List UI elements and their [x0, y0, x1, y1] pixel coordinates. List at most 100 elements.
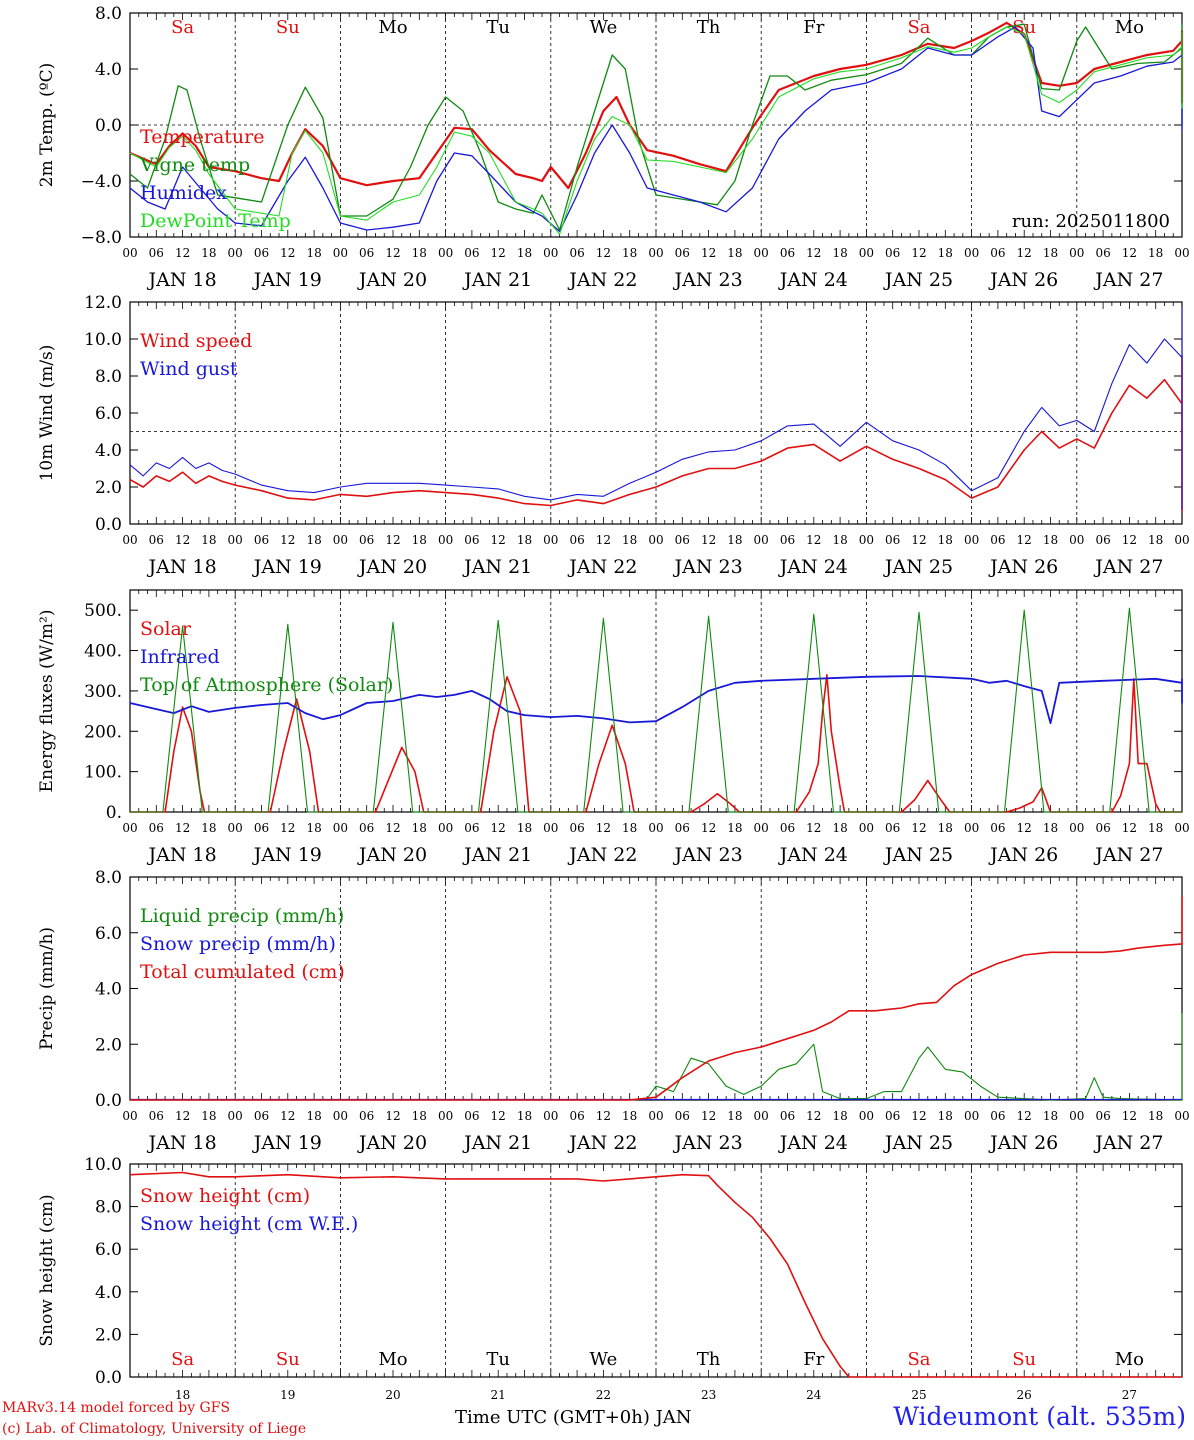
hour-tick-label: 00	[1174, 533, 1189, 547]
day-number-label: 24	[806, 1388, 822, 1400]
hour-tick-label: 06	[990, 246, 1005, 260]
hour-tick-label: 00	[964, 533, 979, 547]
hour-tick-label: 18	[306, 821, 321, 835]
lab-credit: (c) Lab. of Climatology, University of L…	[2, 1421, 307, 1437]
temperature-legend-humidex: Humidex	[140, 182, 227, 204]
wind-ytick-label: 10.0	[84, 330, 122, 350]
hour-tick-label: 18	[201, 1109, 216, 1123]
time-axis-label: Time UTC (GMT+0h) JAN	[455, 1407, 692, 1428]
precip-ytick-label: 2.0	[95, 1035, 122, 1055]
date-label: JAN 19	[252, 269, 322, 291]
hour-tick-label: 06	[254, 246, 269, 260]
hour-tick-label: 06	[675, 821, 690, 835]
hour-tick-label: 12	[385, 821, 400, 835]
temperature-ylabel: 2m Temp. (ºC)	[37, 63, 57, 188]
weekday-label: We	[590, 17, 618, 38]
precip-ytick-label: 8.0	[95, 868, 122, 888]
precip-series-liquid-precip-mm-h-	[130, 1013, 1183, 1101]
hour-tick-label: 18	[832, 246, 847, 260]
hour-tick-label: 06	[149, 1109, 164, 1123]
date-label: JAN 21	[462, 1132, 532, 1154]
hour-tick-label: 06	[780, 821, 795, 835]
hour-tick-label: 18	[412, 246, 427, 260]
hour-tick-label: 00	[438, 1109, 453, 1123]
hour-tick-label: 18	[201, 246, 216, 260]
date-label: JAN 21	[462, 844, 532, 866]
hour-tick-label: 18	[938, 246, 953, 260]
date-label: JAN 21	[462, 556, 532, 578]
hour-tick-label: 12	[175, 246, 190, 260]
hour-tick-label: 12	[175, 821, 190, 835]
hour-tick-label: 06	[149, 246, 164, 260]
wind-ytick-label: 0.0	[95, 515, 122, 535]
hour-tick-label: 06	[569, 533, 584, 547]
hour-tick-label: 06	[885, 533, 900, 547]
date-label: JAN 22	[567, 269, 637, 291]
energy-series-top-of-atmosphere-solar-	[130, 607, 1182, 813]
hour-tick-label: 12	[806, 246, 821, 260]
day-number-label: 27	[1122, 1388, 1137, 1400]
hour-tick-label: 06	[254, 1109, 269, 1123]
hour-tick-label: 12	[1017, 1109, 1032, 1123]
hour-tick-label: 00	[438, 246, 453, 260]
hour-tick-label: 06	[359, 246, 374, 260]
hour-tick-label: 06	[464, 821, 479, 835]
hour-tick-label: 06	[990, 1109, 1005, 1123]
date-label: JAN 24	[778, 556, 848, 578]
hour-tick-label: 12	[1122, 1109, 1137, 1123]
snow-legend-snow-height-cm-: Snow height (cm)	[140, 1185, 310, 1207]
hour-tick-label: 12	[385, 1109, 400, 1123]
hour-tick-label: 06	[780, 1109, 795, 1123]
hour-tick-label: 12	[701, 246, 716, 260]
hour-tick-label: 06	[1095, 821, 1110, 835]
model-credit: MARv3.14 model forced by GFS	[2, 1400, 231, 1416]
energy-legend-top-of-atmosphere-solar-: Top of Atmosphere (Solar)	[140, 674, 393, 696]
hour-tick-label: 18	[727, 533, 742, 547]
hour-tick-label: 18	[201, 533, 216, 547]
date-label: JAN 24	[778, 844, 848, 866]
wind-ytick-label: 4.0	[95, 441, 122, 461]
hour-tick-label: 12	[1017, 821, 1032, 835]
snow-legend-snow-height-cm-w-e-: Snow height (cm W.E.)	[140, 1213, 358, 1235]
hour-tick-label: 00	[648, 533, 663, 547]
hour-tick-label: 06	[1095, 246, 1110, 260]
hour-tick-label: 00	[1174, 1109, 1189, 1123]
temperature-ytick-label: 8.0	[95, 4, 122, 24]
hour-tick-label: 18	[727, 821, 742, 835]
hour-tick-label: 18	[622, 246, 637, 260]
wind-ytick-label: 12.0	[84, 293, 122, 313]
date-label: JAN 25	[883, 844, 953, 866]
hour-tick-label: 00	[438, 533, 453, 547]
hour-tick-label: 00	[228, 1109, 243, 1123]
snow-ytick-label: 6.0	[95, 1240, 122, 1260]
hour-tick-label: 12	[911, 821, 926, 835]
date-label: JAN 18	[147, 556, 217, 578]
hour-tick-label: 18	[622, 821, 637, 835]
date-label: JAN 27	[1093, 269, 1163, 291]
hour-tick-label: 18	[412, 821, 427, 835]
hour-tick-label: 06	[254, 821, 269, 835]
weekday-label: Su	[1012, 1349, 1036, 1370]
hour-tick-label: 00	[1174, 821, 1189, 835]
hour-tick-label: 00	[1069, 1109, 1084, 1123]
date-label: JAN 18	[147, 844, 217, 866]
energy-ytick-label: 500.	[84, 601, 122, 621]
snow-ytick-label: 0.0	[95, 1368, 122, 1388]
wind-series-wind-speed	[129, 354, 1183, 512]
hour-tick-label: 00	[859, 1109, 874, 1123]
weekday-label: Sa	[171, 17, 194, 38]
hour-tick-label: 18	[201, 821, 216, 835]
hour-tick-label: 12	[280, 821, 295, 835]
precip-ytick-label: 6.0	[95, 924, 122, 944]
weekday-label: Tu	[486, 17, 510, 38]
wind-series-wind-gust	[129, 307, 1183, 510]
hour-tick-label: 18	[938, 1109, 953, 1123]
wind-ytick-label: 6.0	[95, 404, 122, 424]
temperature-ytick-label: −8.0	[81, 228, 122, 248]
hour-tick-label: 12	[911, 1109, 926, 1123]
hour-tick-label: 00	[228, 821, 243, 835]
hour-tick-label: 12	[596, 821, 611, 835]
weekday-label: Su	[276, 1349, 300, 1370]
weekday-label: Sa	[907, 17, 930, 38]
hour-tick-label: 18	[306, 533, 321, 547]
